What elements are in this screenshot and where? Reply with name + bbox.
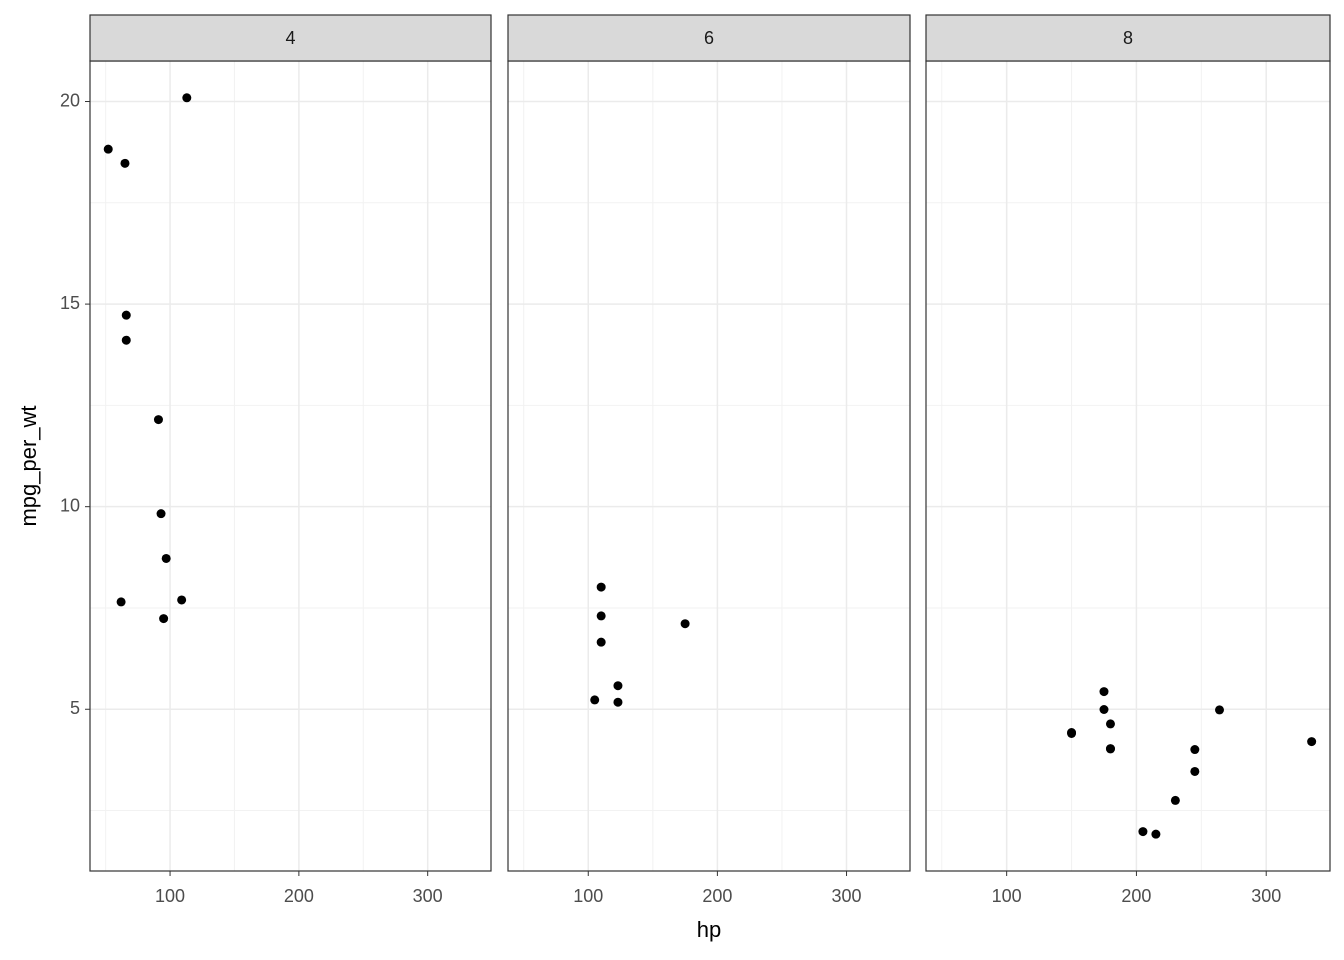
point <box>1214 705 1224 715</box>
panel-background <box>508 61 910 871</box>
point <box>1138 827 1148 837</box>
x-tick-label: 100 <box>573 886 603 906</box>
x-axis-title: hp <box>697 917 721 942</box>
point <box>1105 719 1115 729</box>
point <box>613 697 623 707</box>
point <box>161 553 171 563</box>
x-tick-label: 200 <box>702 886 732 906</box>
x-tick-label: 300 <box>832 886 862 906</box>
x-tick-label: 100 <box>155 886 185 906</box>
point <box>121 310 131 320</box>
point <box>1151 829 1161 839</box>
point <box>1105 744 1115 754</box>
x-tick-label: 300 <box>1251 886 1281 906</box>
x-tick-label: 100 <box>992 886 1022 906</box>
point <box>103 144 113 154</box>
point <box>1099 705 1109 715</box>
facet-strip <box>925 14 1331 62</box>
point <box>1067 728 1077 738</box>
point <box>159 614 169 624</box>
point <box>1170 795 1180 805</box>
facet-strip <box>89 14 492 62</box>
point <box>1190 766 1200 776</box>
point <box>177 595 187 605</box>
facet-label: 4 <box>285 28 295 48</box>
point <box>116 597 126 607</box>
y-tick-label: 15 <box>60 293 80 313</box>
facet-strip <box>507 14 911 62</box>
point <box>680 619 690 629</box>
point <box>613 681 623 691</box>
y-tick-label: 20 <box>60 90 80 110</box>
point <box>121 335 131 345</box>
point <box>1307 737 1317 747</box>
facet-label: 6 <box>704 28 714 48</box>
point <box>1099 687 1109 697</box>
y-tick-label: 10 <box>60 495 80 515</box>
x-tick-label: 300 <box>413 886 443 906</box>
point <box>590 695 600 705</box>
point <box>120 158 130 168</box>
point <box>156 509 166 519</box>
panel-background <box>90 61 491 871</box>
x-tick-label: 200 <box>1121 886 1151 906</box>
panel-background <box>926 61 1330 871</box>
point <box>182 93 192 103</box>
y-axis-title: mpg_per_wt <box>16 405 41 526</box>
point <box>596 637 606 647</box>
point <box>1190 745 1200 755</box>
point <box>153 415 163 425</box>
y-tick-label: 5 <box>70 698 80 718</box>
point <box>596 582 606 592</box>
point <box>596 611 606 621</box>
x-tick-label: 200 <box>284 886 314 906</box>
facet-label: 8 <box>1123 28 1133 48</box>
